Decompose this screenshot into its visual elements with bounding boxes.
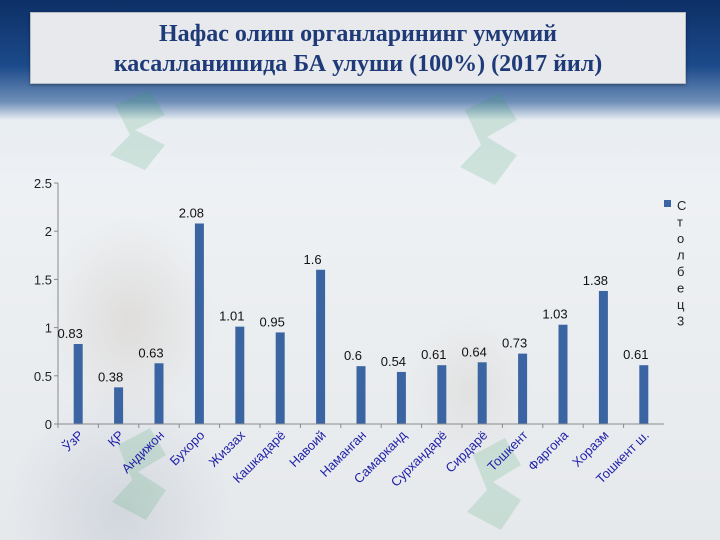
y-tick-label: 1 (45, 321, 52, 336)
y-tick-label: 0.5 (34, 369, 52, 384)
watermark-logo-icon (460, 93, 517, 185)
bar (518, 353, 528, 424)
bar (639, 365, 649, 424)
bar-value-label: 0.73 (502, 336, 527, 351)
bar (558, 324, 568, 424)
bar-value-label: 0.61 (623, 347, 648, 362)
x-tick-label: Бухоро (167, 428, 208, 469)
bar-value-label: 1.03 (542, 307, 567, 322)
bar-value-label: 0.95 (260, 314, 285, 329)
x-tick-label: ҚР (105, 428, 127, 450)
data-labels: 0.83 0.38 0.63 2.08 1.01 0.95 1.6 0.6 0.54 0.61 0.… (58, 205, 649, 384)
y-tick-label: 2.5 (34, 176, 52, 191)
x-tick-label: Андижон (118, 428, 167, 477)
bar (275, 332, 285, 424)
bar (235, 326, 245, 424)
bar (194, 223, 204, 424)
bar (154, 363, 164, 424)
bar (477, 362, 487, 424)
slide-title-box: Нафас олиш органларининг умумий касаллан… (30, 12, 686, 84)
bar-value-label: 0.38 (98, 369, 123, 384)
bar-value-label: 0.63 (138, 345, 163, 360)
slide-title-line-2: касалланишида БА улуши (100%) (2017 йил) (113, 51, 603, 77)
bar-value-label: 1.38 (583, 273, 608, 288)
x-tick-label: ЎзР (60, 428, 87, 455)
bar-value-label: 0.54 (381, 354, 406, 369)
legend-swatch (664, 200, 671, 207)
watermark-logo-icon (467, 438, 521, 530)
bar (396, 371, 406, 424)
y-tick-label: 1.5 (34, 272, 52, 287)
bar-value-label: 1.01 (219, 309, 244, 324)
bar-value-label: 0.83 (58, 326, 83, 341)
y-tick-label: 0 (45, 417, 52, 432)
bar-value-label: 0.64 (462, 344, 487, 359)
bar (73, 343, 83, 424)
watermark-logo-icon (110, 90, 165, 170)
bar (437, 365, 447, 424)
x-tick-label: Фаргона (525, 427, 572, 474)
x-tick-label: Сирдарё (442, 428, 490, 476)
y-tick-label: 2 (45, 224, 52, 239)
bar (114, 387, 124, 424)
y-axis: 0 0.5 1 1.5 2 2.5 (34, 176, 59, 432)
bar-value-label: 0.61 (421, 347, 446, 362)
slide-title-line-1: Нафас олиш органларининг умумий (159, 21, 557, 47)
bar (598, 290, 608, 424)
x-tick-label: Тошкент (484, 427, 531, 474)
bar-value-label: 0.6 (344, 348, 362, 363)
bar-value-label: 2.08 (179, 205, 204, 220)
bar (316, 269, 326, 424)
watermark-logo-icon (112, 428, 166, 520)
bars (73, 223, 649, 424)
bar (356, 366, 366, 424)
bar-value-label: 1.6 (304, 252, 322, 267)
